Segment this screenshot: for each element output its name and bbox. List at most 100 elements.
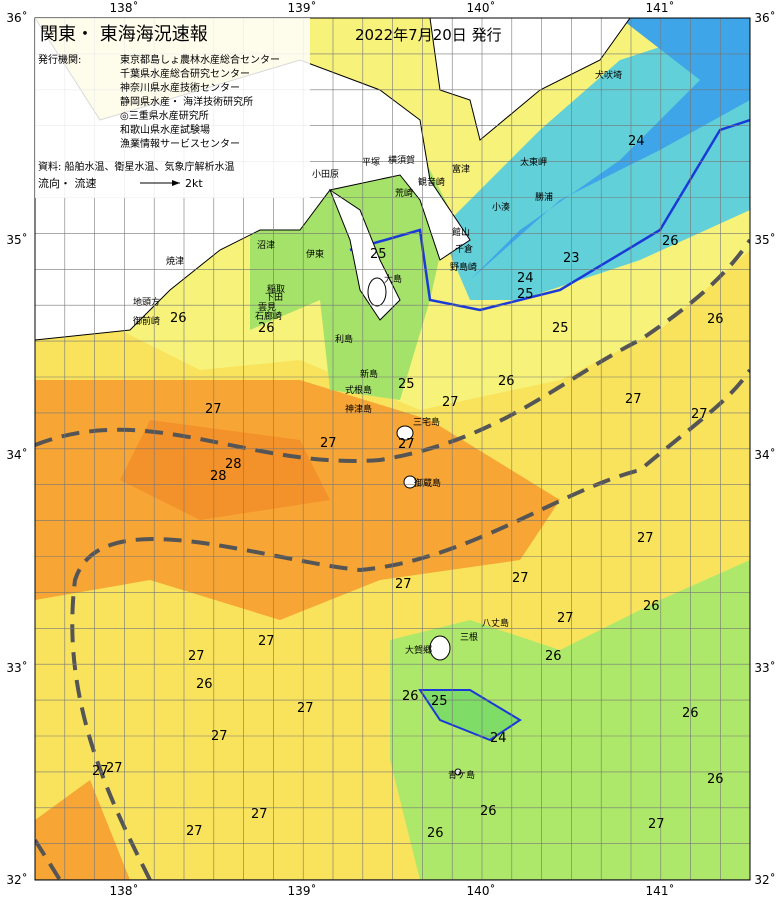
isotherm-label: 27 [648,817,665,832]
lon-label: 138˚ [110,0,139,15]
place-name: 御前崎 [133,315,160,327]
place-name: 野島崎 [450,261,477,273]
isotherm-label: 27 [637,531,654,546]
lon-label: 140˚ [467,0,496,15]
lat-label: 34˚ [754,447,775,462]
lat-label: 32˚ [6,872,27,887]
place-name: 勝浦 [535,191,553,203]
isotherm-label: 26 [498,374,515,389]
place-name: 沼津 [257,240,275,251]
issuer: 静岡県水産・ 海洋技術研究所 [120,95,253,108]
lon-label: 139˚ [288,0,317,15]
isotherm-label: 27 [188,649,205,664]
isotherm-label: 23 [563,251,580,266]
place-name: 青ケ島 [448,769,475,781]
issue-date: 2022年7月20日 発行 [355,26,502,44]
place-name: 新島 [360,368,378,380]
source: 資料: 船舶水温、衛星水温、気象庁解析水温 [38,160,235,173]
lon-label: 141˚ [646,883,675,898]
lon-label: 141˚ [646,0,675,15]
place-name: 大島 [384,273,402,285]
isotherm-label: 26 [258,321,275,336]
isotherm-label: 25 [431,694,448,709]
lon-label: 138˚ [110,883,139,898]
issuer: 千葉県水産総合研究センター [120,67,250,80]
isotherm-label: 26 [682,706,699,721]
isotherm-label: 27 [512,571,529,586]
isotherm-label: 26 [480,804,497,819]
place-name: 横須賀 [388,154,415,166]
issuer: 東京都島しょ農林水産総合センター [120,53,280,66]
isotherm-label: 25 [552,321,569,336]
place-name: 小湊 [492,201,510,213]
place-name: 千倉 [455,243,473,255]
place-name: 館山 [452,226,470,238]
isotherm-label: 26 [662,234,679,249]
issuers: 東京都島しょ農林水産総合センター千葉県水産総合研究センター神奈川県水産技術センタ… [120,53,280,150]
place-name: 富津 [452,163,470,175]
sea-26-south [390,560,750,880]
isotherm-label: 27 [258,634,275,649]
isotherm-label: 27 [205,402,222,417]
place-name: 観音崎 [418,176,445,188]
isotherm-label: 27 [106,761,123,776]
isotherm-label: 28 [210,469,227,484]
place-name: 大賀郷 [405,644,432,656]
legend-arrowhead [172,180,180,186]
sea-25-south [418,689,522,742]
isotherm-label: 26 [707,312,724,327]
lat-label: 34˚ [6,447,27,462]
place-name: 御蔵島 [414,477,441,489]
place-name: 地頭方 [133,296,160,308]
place-name: 利島 [335,333,353,345]
isotherm-label: 26 [196,677,213,692]
place-name: 石廊崎 [255,310,282,322]
lat-label: 33˚ [754,660,775,675]
issuer: ◎三重県水産研究所 [120,109,209,122]
isotherm-label: 27 [320,436,337,451]
place-name: 犬吠埼 [595,69,622,81]
lat-label: 32˚ [754,872,775,887]
isotherm-label: 27 [442,395,459,410]
lat-label: 35˚ [6,232,27,247]
place-name: 稲取 [267,283,285,295]
lat-label: 36˚ [6,10,27,25]
issuer: 漁業情報サービスセンター [120,137,240,150]
place-name: 八丈島 [482,617,509,629]
sea-23 [470,18,750,280]
title: 関東・ 東海海況速報 [40,24,208,45]
place-name: 荒崎 [395,187,413,199]
place-name: 式根島 [345,384,372,396]
place-name: 焼津 [166,256,184,267]
sea-24 [440,18,750,300]
isotherm-label: 27 [625,392,642,407]
place-name: 平塚 [362,157,380,168]
sea-28b [35,780,130,880]
isotherm-label: 27 [691,407,708,422]
isotherm-label: 24 [490,731,507,746]
isotherm-label: 25 [517,287,534,302]
kuroshio-axis [35,238,750,880]
isotherm-label: 27 [211,729,228,744]
isotherm-label: 26 [170,311,187,326]
place-name: 神津島 [345,403,372,415]
map-frame [34,17,751,881]
isotherm-label: 26 [427,826,444,841]
place-name: 小田原 [312,169,339,180]
isotherm-label: 26 [643,599,660,614]
lon-label: 139˚ [288,883,317,898]
legend-label: 流向・ 流速 [38,176,97,190]
isotherm-label: 27 [398,437,415,452]
place-name: 下田 [265,292,283,303]
isotherm-label: 27 [557,611,574,626]
legend-speed: 2kt [185,177,203,190]
place-name: 三根 [460,631,478,643]
isotherm-label: 27 [186,824,203,839]
isotherm-label: 27 [395,577,412,592]
isotherm-label: 27 [92,764,109,779]
isotherm-label: 25 [370,247,387,262]
place-name: 雲見 [258,302,276,313]
sea-28-core [120,420,330,520]
isotherm-label: 24 [628,134,645,149]
